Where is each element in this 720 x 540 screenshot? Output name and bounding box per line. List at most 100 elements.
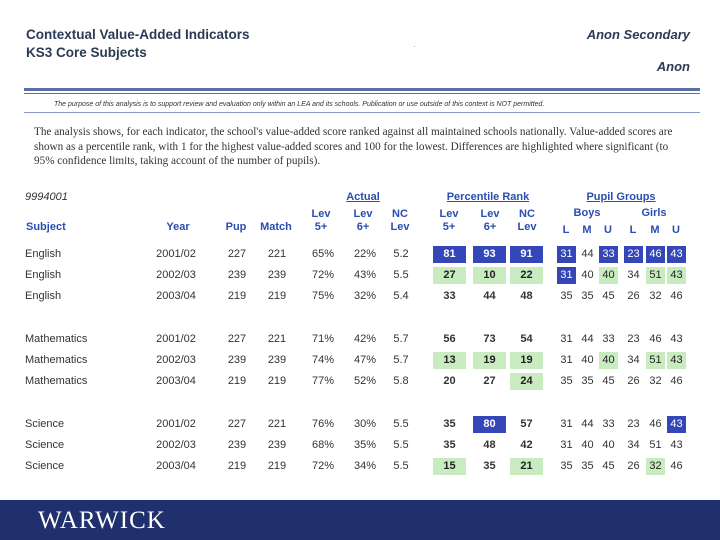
report-subtitle: KS3 Core Subjects (26, 45, 147, 60)
cell-bU: 40 (599, 267, 618, 284)
cell-rnc: 19 (510, 352, 543, 369)
cell-lev6: 35% (353, 439, 377, 451)
cell-subject: English (25, 290, 62, 302)
cell-bL: 31 (560, 418, 573, 430)
cell-lev6: 42% (353, 333, 377, 345)
subgroup-girls: Girls (641, 207, 667, 219)
col-header-match: Match (260, 221, 292, 233)
cell-lev6: 34% (353, 460, 377, 472)
cell-gL: 26 (627, 375, 640, 387)
cell-bL: 31 (560, 354, 573, 366)
cell-lev6: 43% (353, 269, 377, 281)
cell-bL: 35 (560, 290, 573, 302)
cell-gL: 23 (627, 333, 640, 345)
col-header-year: Year (166, 221, 190, 233)
cell-subject: Science (25, 460, 65, 472)
cell-nclev: 5.8 (393, 375, 409, 387)
cell-r5: 35 (443, 439, 456, 451)
cell-match: 239 (267, 354, 287, 366)
cell-gL: 26 (627, 460, 640, 472)
cell-subject: Mathematics (25, 333, 88, 345)
col-header-girls-l: L (629, 224, 637, 236)
footer-bar (0, 500, 720, 540)
cell-r5: 35 (443, 418, 456, 430)
cell-gU: 46 (670, 460, 683, 472)
cell-lev6: 22% (353, 248, 377, 260)
cell-rnc: 54 (520, 333, 533, 345)
cell-r6: 19 (473, 352, 506, 369)
cell-year: 2002/03 (156, 269, 196, 281)
cell-pup: 227 (227, 248, 247, 260)
cell-match: 219 (267, 375, 287, 387)
cell-rnc: 22 (510, 267, 543, 284)
cell-lev6: 32% (353, 290, 377, 302)
cell-lev5: 72% (311, 460, 335, 472)
cell-year: 2001/02 (156, 418, 196, 430)
cell-bM: 40 (581, 269, 594, 281)
cell-gL: 26 (627, 290, 640, 302)
cell-year: 2002/03 (156, 439, 196, 451)
cell-pup: 219 (227, 460, 247, 472)
cell-bM: 44 (581, 333, 594, 345)
cell-lev5: 74% (311, 354, 335, 366)
group-header-pupil-groups: Pupil Groups (586, 191, 656, 203)
cell-r6: 80 (473, 416, 506, 433)
cell-pup: 239 (227, 269, 247, 281)
cell-r6: 93 (473, 246, 506, 263)
cell-lev5: 75% (311, 290, 335, 302)
cell-lev5: 71% (311, 333, 335, 345)
cell-gM: 51 (646, 352, 665, 369)
cell-gU: 43 (670, 333, 683, 345)
cell-gL: 34 (627, 354, 640, 366)
cell-bM: 35 (581, 375, 594, 387)
cell-r6: 27 (483, 375, 496, 387)
cell-match: 239 (267, 439, 287, 451)
cell-bM: 40 (581, 439, 594, 451)
cell-lev6: 52% (353, 375, 377, 387)
col-header-rank-lev6: Lev 6+ (480, 208, 500, 233)
cell-nclev: 5.7 (393, 333, 409, 345)
cell-nclev: 5.4 (393, 290, 409, 302)
warwick-logo: WARWICK (38, 507, 166, 534)
cell-bU: 40 (599, 352, 618, 369)
cell-rnc: 42 (520, 439, 533, 451)
cell-bL: 31 (557, 267, 576, 284)
cell-rnc: 48 (520, 290, 533, 302)
cell-nclev: 5.5 (393, 418, 409, 430)
cell-pup: 227 (227, 418, 247, 430)
cell-bL: 31 (560, 439, 573, 451)
cell-year: 2003/04 (156, 290, 196, 302)
cell-subject: English (25, 248, 62, 260)
cell-match: 221 (267, 333, 287, 345)
cell-bM: 40 (581, 354, 594, 366)
cell-lev6: 47% (353, 354, 377, 366)
header-divider-thin (24, 93, 700, 94)
cell-bM: 44 (581, 248, 594, 260)
cell-pup: 227 (227, 333, 247, 345)
cell-r6: 48 (483, 439, 496, 451)
cell-bU: 45 (602, 460, 615, 472)
cell-nclev: 5.5 (393, 439, 409, 451)
cell-nclev: 5.7 (393, 354, 409, 366)
lea-name: Anon (656, 59, 690, 74)
cell-gL: 23 (624, 246, 643, 263)
cell-lev5: 65% (311, 248, 335, 260)
cell-lev6: 30% (353, 418, 377, 430)
cell-bU: 40 (602, 439, 615, 451)
cell-bU: 33 (602, 418, 615, 430)
cell-r6: 10 (473, 267, 506, 284)
group-header-actual: Actual (346, 191, 380, 203)
disclaimer-divider (24, 112, 700, 113)
cell-lev5: 76% (311, 418, 335, 430)
cell-subject: Science (25, 418, 65, 430)
cell-rnc: 91 (510, 246, 543, 263)
cell-gU: 43 (667, 267, 686, 284)
cell-year: 2001/02 (156, 333, 196, 345)
cell-gM: 46 (649, 418, 662, 430)
cell-gU: 43 (667, 246, 686, 263)
cell-bL: 35 (560, 375, 573, 387)
cell-pup: 239 (227, 354, 247, 366)
intro-paragraph: The analysis shows, for each indicator, … (34, 126, 673, 167)
cell-match: 221 (267, 248, 287, 260)
col-header-lev5: Lev 5+ (311, 208, 331, 233)
